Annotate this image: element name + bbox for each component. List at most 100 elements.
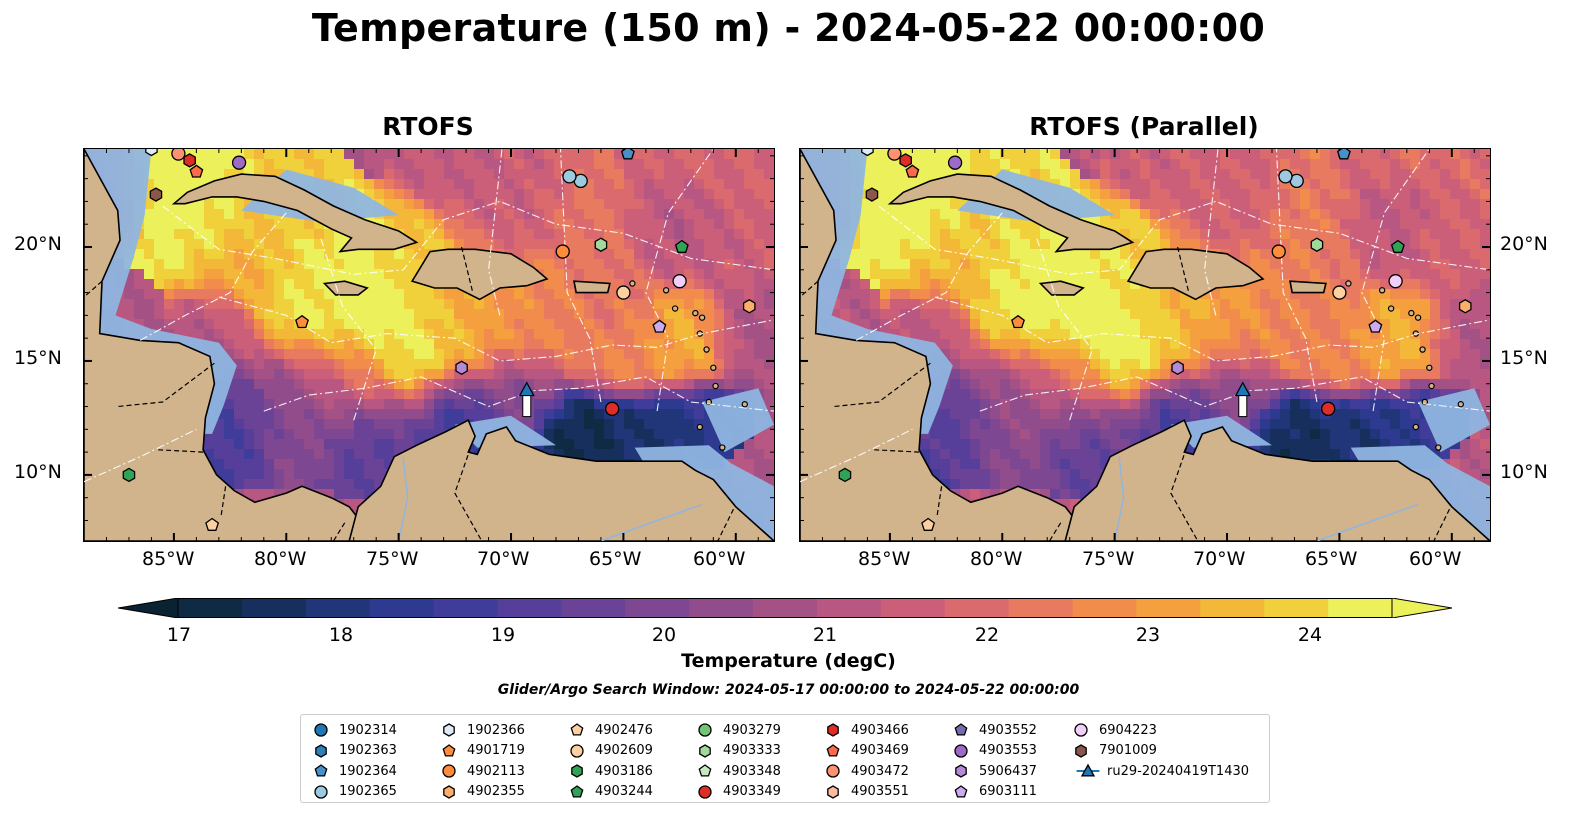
legend-item: 7901009 bbox=[1073, 741, 1157, 761]
argo-float-4903466[interactable] bbox=[183, 153, 196, 168]
legend-label: 6904223 bbox=[1099, 722, 1157, 738]
colorbar-segment bbox=[753, 598, 818, 618]
legend-item: 1902365 bbox=[313, 782, 397, 802]
legend-label: 4903333 bbox=[723, 743, 781, 758]
colorbar-tick-label: 23 bbox=[1135, 624, 1161, 646]
argo-float-1902366[interactable] bbox=[145, 149, 158, 157]
argo-float-4903466[interactable] bbox=[899, 153, 912, 168]
map-panel-rtofs[interactable] bbox=[83, 148, 775, 542]
argo-float-markers bbox=[838, 149, 1472, 531]
argo-float-4903553[interactable] bbox=[947, 155, 963, 170]
argo-float-4902609[interactable] bbox=[616, 285, 631, 300]
argo-float-4902476[interactable] bbox=[205, 517, 220, 531]
legend-marker-icon bbox=[314, 784, 328, 799]
legend-marker-icon bbox=[570, 743, 584, 758]
argo-float-4902113[interactable] bbox=[555, 244, 570, 259]
colorbar-segment bbox=[561, 598, 626, 618]
land-masses bbox=[800, 149, 1490, 541]
argo-float-4903186[interactable] bbox=[838, 467, 852, 483]
argo-float-4903472[interactable] bbox=[171, 149, 186, 161]
legend-label: 1902365 bbox=[339, 784, 397, 799]
argo-float-5906437[interactable] bbox=[1171, 360, 1184, 376]
legend-item: 4903186 bbox=[569, 761, 653, 781]
argo-float-1902365[interactable] bbox=[562, 169, 577, 184]
legend-marker-icon bbox=[954, 723, 968, 736]
argo-float-1902364[interactable] bbox=[1336, 149, 1351, 160]
legend-marker-icon bbox=[571, 764, 583, 778]
legend-item: 1902366 bbox=[441, 720, 525, 740]
colorbar-tick-label: 20 bbox=[651, 624, 677, 646]
argo-float-4902355[interactable] bbox=[742, 299, 756, 314]
argo-float-1902365[interactable] bbox=[1278, 169, 1293, 184]
argo-float-4902355[interactable] bbox=[1458, 299, 1472, 314]
legend-label: 4902355 bbox=[467, 784, 525, 799]
argo-float-4903244[interactable] bbox=[674, 239, 689, 253]
argo-float-4901719[interactable] bbox=[1011, 314, 1025, 329]
argo-float-6904223[interactable] bbox=[1388, 274, 1403, 289]
legend-item: 1902363 bbox=[313, 741, 397, 761]
argo-float-6904223[interactable] bbox=[672, 274, 687, 289]
legend-label: 4903472 bbox=[851, 763, 909, 779]
legend-item: 4902609 bbox=[569, 741, 653, 761]
argo-float-1902364[interactable] bbox=[620, 149, 635, 160]
argo-float-4903472[interactable] bbox=[887, 149, 902, 161]
argo-float-6903111[interactable] bbox=[652, 319, 667, 333]
argo-float-7901009[interactable] bbox=[865, 187, 879, 202]
colorbar-segment bbox=[880, 598, 946, 618]
legend-item: ru29-20240419T1430 bbox=[1073, 761, 1249, 781]
argo-float-4903333[interactable] bbox=[1310, 237, 1324, 252]
lat-tick-label: 10°N bbox=[14, 461, 62, 483]
argo-float-1902366[interactable] bbox=[861, 149, 874, 157]
legend-marker-icon bbox=[698, 784, 712, 799]
argo-float-4902609[interactable] bbox=[1332, 285, 1347, 300]
legend-label: ru29-20240419T1430 bbox=[1107, 763, 1250, 779]
argo-float-4901719[interactable] bbox=[295, 314, 309, 329]
argo-float-4903469[interactable] bbox=[189, 164, 204, 178]
argo-float-4903553[interactable] bbox=[231, 155, 247, 170]
legend-label: 4903186 bbox=[595, 763, 653, 779]
glider-marker[interactable] bbox=[1234, 381, 1251, 418]
lon-tick-label: 75°W bbox=[1082, 548, 1135, 570]
search-window-text: Glider/Argo Search Window: 2024-05-17 00… bbox=[497, 682, 1080, 698]
legend-item: 4903333 bbox=[697, 741, 781, 761]
argo-float-6903111[interactable] bbox=[1368, 319, 1383, 333]
colorbar-segment bbox=[689, 598, 754, 618]
argo-float-4903349[interactable] bbox=[1321, 401, 1336, 416]
argo-float-5906437[interactable] bbox=[455, 360, 468, 376]
legend-marker-icon bbox=[443, 723, 455, 737]
legend-label: 4903552 bbox=[979, 722, 1037, 738]
colorbar-segment bbox=[1264, 598, 1329, 618]
legend-label: 4903551 bbox=[851, 784, 909, 799]
legend-marker-icon bbox=[442, 743, 456, 757]
legend-marker-icon bbox=[443, 784, 455, 799]
legend-label: 4903553 bbox=[979, 743, 1037, 758]
legend-item: 4903469 bbox=[825, 741, 909, 761]
legend-marker-icon bbox=[954, 743, 968, 758]
legend-item: 1902364 bbox=[313, 761, 397, 781]
panel-title-rtofs-parallel: RTOFS (Parallel) bbox=[1029, 112, 1259, 141]
lon-tick-label: 80°W bbox=[970, 548, 1023, 570]
legend-marker-icon bbox=[954, 784, 968, 798]
argo-float-4903469[interactable] bbox=[905, 164, 920, 178]
argo-float-4902113[interactable] bbox=[1271, 244, 1286, 259]
legend-marker-icon bbox=[698, 723, 712, 737]
lon-tick-label: 80°W bbox=[254, 548, 307, 570]
argo-float-markers bbox=[122, 149, 756, 531]
argo-float-7901009[interactable] bbox=[149, 187, 163, 202]
map-panel-rtofs-parallel[interactable] bbox=[799, 148, 1491, 542]
legend-item: 4903552 bbox=[953, 720, 1037, 740]
colorbar-segment bbox=[944, 598, 1010, 618]
land-masses bbox=[84, 149, 774, 541]
legend-marker-icon bbox=[570, 723, 584, 736]
argo-float-4903244[interactable] bbox=[1390, 239, 1405, 253]
argo-float-4902476[interactable] bbox=[921, 517, 936, 531]
argo-float-4903349[interactable] bbox=[605, 401, 620, 416]
lon-tick-label: 75°W bbox=[366, 548, 419, 570]
argo-float-4903186[interactable] bbox=[122, 467, 136, 483]
argo-float-4903333[interactable] bbox=[594, 237, 608, 252]
glider-marker[interactable] bbox=[518, 381, 535, 418]
legend-label: 6903111 bbox=[979, 784, 1037, 799]
legend-marker-icon bbox=[698, 764, 712, 777]
colorbar-segment bbox=[1008, 598, 1074, 618]
legend-label: 1902366 bbox=[467, 722, 525, 738]
